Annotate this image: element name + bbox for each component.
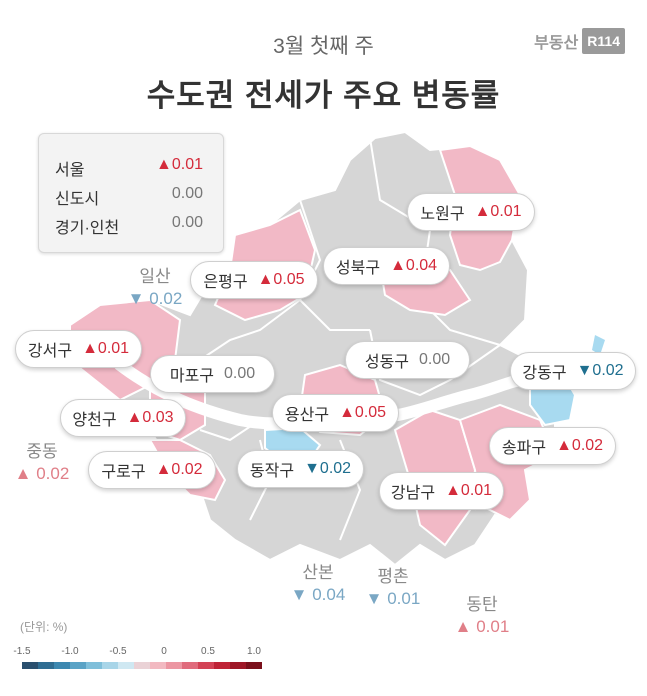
district-value: 0.00 <box>419 351 451 368</box>
scale-swatch <box>70 662 86 669</box>
district-name: 양천구 <box>72 412 117 429</box>
district-name: 마포구 <box>169 368 215 385</box>
scale-tick: -1.5 <box>13 646 31 657</box>
scale-swatch <box>166 662 182 669</box>
scale-swatch <box>246 662 262 669</box>
district-name: 용산구 <box>284 407 330 424</box>
scale-swatch <box>150 662 166 669</box>
page-subtitle: 3월 첫째 주 <box>273 35 374 58</box>
district-label-gangseo: 강서구 ▲0.01 <box>15 330 142 368</box>
summary-legend: 서울 ▲0.01 신도시 0.00 경기·인천 0.00 <box>38 133 224 253</box>
district-value: ▲0.02 <box>556 437 604 454</box>
outside-label-pyeongchon: 평촌 ▼ 0.01 <box>348 566 438 610</box>
scale-swatch <box>54 662 70 669</box>
scale-swatch <box>38 662 54 669</box>
district-label-nowon: 노원구 ▲0.01 <box>407 193 535 231</box>
summary-row-seoul: 서울 ▲0.01 <box>55 156 203 180</box>
district-name: 구로구 <box>101 464 146 481</box>
scale-swatch <box>230 662 246 669</box>
district-label-seongdong: 성동구 0.00 <box>345 341 470 379</box>
outside-value: ▲ 0.01 <box>454 617 510 636</box>
scale-swatch <box>214 662 230 669</box>
outside-label-jungdong: 중동 ▲ 0.02 <box>0 441 87 485</box>
outside-name: 동탄 <box>466 595 498 614</box>
district-value: ▼0.02 <box>576 362 624 379</box>
district-value: 0.00 <box>224 365 256 382</box>
summary-name: 서울 <box>55 162 85 179</box>
scale-swatch <box>118 662 134 669</box>
scale-swatch <box>22 662 38 669</box>
district-value: ▲0.03 <box>126 409 174 426</box>
district-name: 강남구 <box>390 485 436 502</box>
district-label-guro: 구로구 ▲0.02 <box>88 451 216 489</box>
district-label-seongbuk: 성북구 ▲0.04 <box>323 247 450 285</box>
district-value: ▲0.04 <box>390 257 438 274</box>
scale-tick: 0.5 <box>201 646 215 657</box>
scale-tick: 1.0 <box>247 646 261 657</box>
summary-value: 0.00 <box>171 214 203 231</box>
district-label-gangdong: 강동구 ▼0.02 <box>510 352 636 390</box>
summary-row-gyeonggi-incheon: 경기·인천 0.00 <box>55 214 203 238</box>
brand-text: 부동산 <box>534 35 579 52</box>
district-value: ▲0.05 <box>339 404 387 421</box>
district-name: 동작구 <box>249 463 295 480</box>
district-value: ▲0.05 <box>257 271 305 288</box>
district-fill-gangdong-tip <box>592 335 605 355</box>
district-name: 강동구 <box>522 365 567 382</box>
outside-label-sanbon: 산본 ▼ 0.04 <box>273 562 363 606</box>
outside-value: ▼ 0.01 <box>365 589 421 608</box>
summary-value: 0.00 <box>171 185 203 202</box>
scale-color-bar <box>22 662 262 669</box>
scale-swatch <box>182 662 198 669</box>
district-label-songpa: 송파구 ▲0.02 <box>489 427 616 465</box>
scale-tick: -1.0 <box>61 646 79 657</box>
district-label-yangcheon: 양천구 ▲0.03 <box>60 399 186 437</box>
scale-swatch <box>86 662 102 669</box>
district-name: 은평구 <box>203 274 248 291</box>
outside-label-dongtan: 동탄 ▲ 0.01 <box>437 594 527 638</box>
summary-row-new-town: 신도시 0.00 <box>55 185 203 209</box>
outside-label-ilsan: 일산 ▼ 0.02 <box>110 266 200 310</box>
district-name: 성북구 <box>335 260 381 277</box>
district-value: ▲0.01 <box>445 482 493 499</box>
brand-logo-box: R114 <box>582 28 625 54</box>
outside-name: 평촌 <box>377 567 409 586</box>
district-name: 성동구 <box>364 354 410 371</box>
color-scale: -1.5 -1.0 -0.5 0 0.5 1.0 <box>10 646 310 676</box>
scale-swatch <box>198 662 214 669</box>
district-name: 강서구 <box>27 343 73 360</box>
summary-name: 신도시 <box>55 191 100 208</box>
page-title: 수도권 전세가 주요 변동률 <box>146 78 501 113</box>
outside-value: ▼ 0.02 <box>127 289 183 308</box>
district-label-gangnam: 강남구 ▲0.01 <box>379 472 504 510</box>
brand-logo: 부동산 R114 <box>534 28 625 54</box>
outside-value: ▲ 0.02 <box>14 464 70 483</box>
outside-name: 중동 <box>26 442 58 461</box>
district-label-eunpyeong: 은평구 ▲0.05 <box>190 261 318 299</box>
outside-name: 일산 <box>139 267 171 286</box>
outside-name: 산본 <box>302 563 334 582</box>
summary-value: ▲0.01 <box>156 156 203 173</box>
district-name: 노원구 <box>420 206 465 223</box>
summary-name: 경기·인천 <box>55 220 120 237</box>
scale-swatch <box>102 662 118 669</box>
district-label-mapo: 마포구 0.00 <box>150 355 275 393</box>
district-value: ▼0.02 <box>304 460 352 477</box>
scale-tick: -0.5 <box>109 646 127 657</box>
district-label-dongjak: 동작구 ▼0.02 <box>237 450 364 488</box>
district-value: ▲0.02 <box>155 461 203 478</box>
district-value: ▲0.01 <box>474 203 522 220</box>
unit-label: (단위: %) <box>20 620 68 634</box>
scale-swatch <box>134 662 150 669</box>
district-value: ▲0.01 <box>82 340 130 357</box>
district-label-yongsan: 용산구 ▲0.05 <box>272 394 399 432</box>
district-name: 송파구 <box>501 440 547 457</box>
outside-value: ▼ 0.04 <box>290 585 346 604</box>
scale-tick: 0 <box>161 646 167 657</box>
